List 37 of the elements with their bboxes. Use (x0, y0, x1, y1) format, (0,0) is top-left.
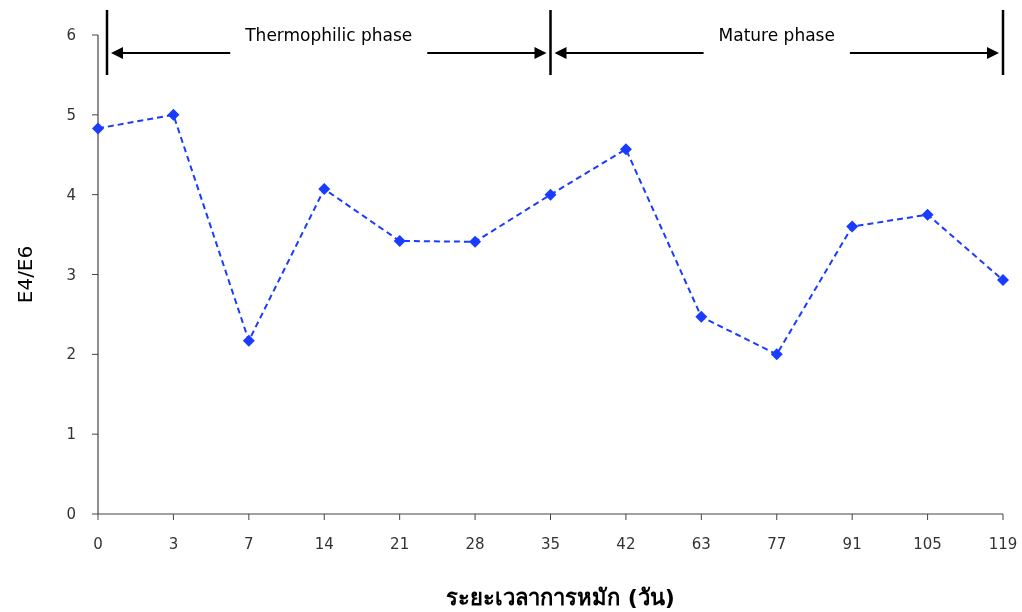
point (997, 274, 1009, 287)
x-tick-label: 14 (314, 535, 334, 553)
x-tick-label: 63 (691, 535, 711, 553)
x-tick-label: 7 (244, 535, 254, 553)
x-tick-label: 77 (767, 535, 787, 553)
point (619, 143, 632, 156)
point (318, 183, 331, 196)
x-tick-label: 3 (168, 535, 179, 553)
x-tick-label: 28 (465, 535, 485, 553)
point (921, 208, 934, 221)
y-tick-label: 5 (66, 105, 76, 124)
point (92, 122, 104, 135)
y-tick-label: 3 (66, 265, 76, 284)
x-tick-label: 105 (913, 535, 942, 553)
x-axis-title: ระยะเวลาการหมัก (วัน) (446, 585, 675, 610)
annotation: Thermophilic phase (244, 25, 413, 45)
point (770, 348, 783, 361)
point (242, 334, 255, 347)
point (544, 188, 557, 201)
x-tick-label: 119 (988, 535, 1018, 553)
point (695, 310, 708, 323)
y-axis-title: E4/E6 (13, 245, 37, 304)
y-tick-label: 4 (66, 185, 76, 204)
point (167, 108, 180, 121)
y-tick-label: 6 (66, 26, 76, 44)
y-tick-label: 1 (66, 425, 76, 444)
x-tick-label: 21 (390, 535, 410, 553)
x-tick-label: 91 (842, 535, 862, 553)
point (469, 235, 482, 248)
point (393, 234, 406, 247)
y-tick-label: 0 (66, 505, 76, 523)
y-tick-label: 2 (66, 345, 76, 364)
point (846, 220, 859, 233)
x-tick-label: 35 (540, 535, 561, 553)
x-tick-label: 0 (93, 535, 103, 553)
annotation: Mature phase (718, 25, 835, 45)
x-tick-label: 42 (616, 535, 636, 553)
